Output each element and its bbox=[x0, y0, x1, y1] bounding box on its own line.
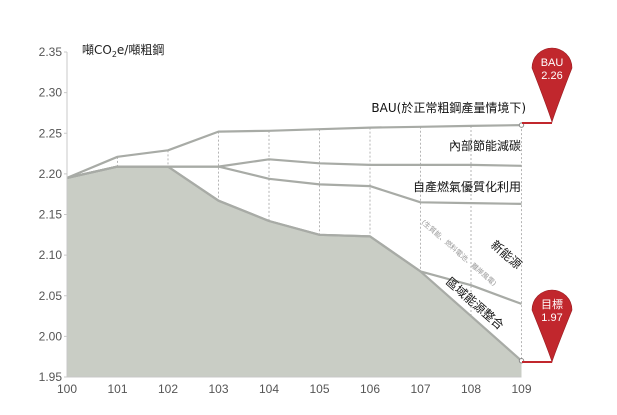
x-tick-label: 101 bbox=[107, 382, 127, 396]
line-layer bbox=[66, 122, 525, 364]
regional-integration-line bbox=[66, 165, 523, 362]
y-tick-label: 2.30 bbox=[39, 86, 63, 100]
bau-end-point bbox=[518, 122, 525, 128]
x-tick-label: 106 bbox=[360, 382, 380, 396]
y-tick-label: 2.00 bbox=[39, 329, 63, 343]
target-marker-value: 1.97 bbox=[541, 312, 562, 324]
target-marker: 目標1.97 bbox=[531, 289, 573, 364]
bau-line bbox=[66, 124, 522, 179]
target-marker-label: 目標 bbox=[541, 297, 563, 311]
y-tick-label: 2.15 bbox=[39, 208, 63, 222]
x-tick-label: 100 bbox=[57, 382, 77, 396]
y-tick-label: 2.05 bbox=[39, 289, 63, 303]
bau-marker-label: BAU bbox=[541, 57, 564, 69]
x-tick-label: 109 bbox=[511, 382, 531, 396]
y-tick-label: 2.10 bbox=[39, 248, 63, 262]
x-tick-label: 102 bbox=[158, 382, 178, 396]
area-layer bbox=[67, 166, 522, 377]
x-tick-label: 107 bbox=[410, 382, 430, 396]
x-tick-label: 104 bbox=[259, 382, 279, 396]
y-tick-label: 2.20 bbox=[39, 167, 63, 181]
x-tick-label: 103 bbox=[208, 382, 228, 396]
y-tick-label: 2.25 bbox=[39, 126, 63, 140]
internal-saving-label: 內部節能減碳 bbox=[449, 138, 521, 153]
x-tick-label: 105 bbox=[309, 382, 329, 396]
gas-utilization-label: 自產燃氣優質化利用 bbox=[413, 179, 521, 194]
bau-marker-value: 2.26 bbox=[541, 70, 562, 82]
y-axis-label: 噸CO2e/噸粗鋼 bbox=[82, 43, 164, 59]
y-tick-label: 1.95 bbox=[39, 370, 63, 384]
new-energy-note: (生質能、燃料電池、離岸風電) bbox=[420, 218, 499, 288]
bau-marker-shape bbox=[531, 47, 573, 124]
target-marker-shape bbox=[531, 289, 573, 364]
y-tick-label: 2.35 bbox=[39, 45, 63, 59]
bau-label: BAU(於正常粗鋼產量情境下) bbox=[371, 100, 526, 115]
new-energy-label: 新能源 bbox=[488, 237, 525, 272]
x-tick-label: 108 bbox=[461, 382, 481, 396]
reduction-area bbox=[67, 166, 522, 377]
